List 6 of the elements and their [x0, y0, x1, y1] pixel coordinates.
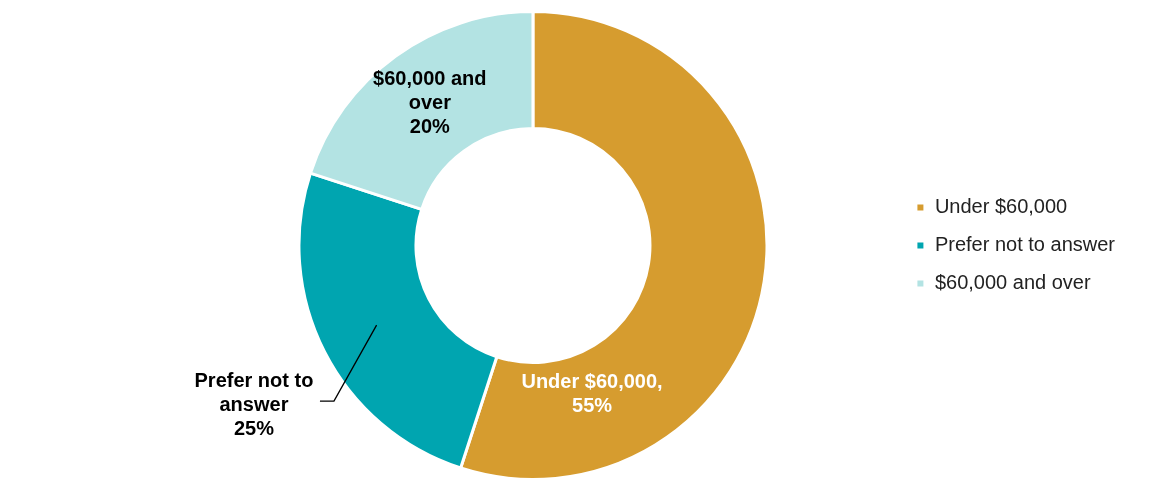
legend-label: $60,000 and over	[934, 271, 1091, 294]
legend-label: Prefer not to answer	[934, 233, 1116, 256]
data-label: $60,000 and over 20%	[373, 67, 487, 138]
legend-label: Under $60,000	[934, 195, 1068, 218]
data-label: Prefer not to answer 25%	[194, 368, 314, 439]
data-label: Under $60,000, 55%	[521, 370, 663, 417]
